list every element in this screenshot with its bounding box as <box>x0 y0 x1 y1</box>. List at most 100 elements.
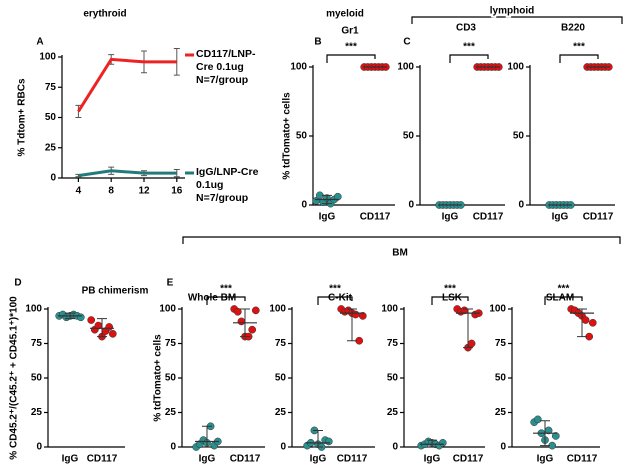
y-tick-label: 25 <box>45 142 57 153</box>
y-tick-label: 50 <box>165 373 177 384</box>
significance-label: *** <box>220 284 232 295</box>
significance-bracket <box>317 296 353 305</box>
significance-bracket <box>449 54 489 63</box>
data-point <box>233 307 242 316</box>
panel-label: E <box>167 278 174 289</box>
chart-title: C-Kit <box>328 293 353 304</box>
y-tick-label: 50 <box>275 373 287 384</box>
data-point <box>324 437 333 446</box>
significance-label: *** <box>558 284 570 295</box>
whisker <box>577 308 587 338</box>
significance-label: *** <box>329 284 341 295</box>
whisker <box>322 194 332 205</box>
significance-bracket <box>431 296 469 305</box>
x-tick-label: IgG <box>62 454 79 465</box>
chart-title: B220 <box>561 23 585 34</box>
data-point <box>333 192 342 201</box>
data-point <box>358 312 367 320</box>
y-tick-label: 75 <box>495 338 507 349</box>
data-point <box>76 313 85 322</box>
y-tick-label: 0 <box>301 200 307 211</box>
data-point <box>105 323 114 331</box>
x-tick-label: 8 <box>108 186 114 197</box>
data-point <box>87 316 96 324</box>
y-tick-label: 0 <box>36 442 42 453</box>
x-tick-label: IgG <box>552 212 569 223</box>
y-tick-label: 25 <box>165 407 177 418</box>
panel-label: B <box>314 37 321 48</box>
significance-bracket <box>559 54 599 63</box>
panel-label: D <box>14 278 21 289</box>
x-tick-label: 16 <box>171 186 183 197</box>
group-bracket <box>411 16 623 24</box>
y-tick-label: 0 <box>280 442 286 453</box>
significance-bracket <box>326 54 376 63</box>
data-point <box>551 432 560 440</box>
significance-label: *** <box>444 284 456 295</box>
x-tick-label: IgG <box>319 212 336 223</box>
x-tick-label: CD117 <box>567 454 598 465</box>
whisker <box>540 420 550 447</box>
y-tick-label: 100 <box>269 304 286 315</box>
y-tick-label: 50 <box>31 373 43 384</box>
y-tick-label: 50 <box>495 373 507 384</box>
whisker <box>347 308 357 342</box>
data-point <box>533 415 542 424</box>
y-tick-label: 100 <box>290 62 307 73</box>
y-tick-label: 75 <box>387 338 399 349</box>
line-series <box>77 57 177 113</box>
significance-label: *** <box>573 42 585 53</box>
data-point <box>588 318 597 327</box>
significance-bracket <box>206 296 246 305</box>
y-axis-label: % tdTomato+ cells <box>282 92 293 180</box>
panel-label: C <box>403 37 410 48</box>
legend-entry: CD117/LNP-Cre 0.1ug N=7/group <box>196 48 256 86</box>
group-label: BM <box>392 248 408 259</box>
x-tick-label: CD117 <box>360 212 391 223</box>
chart-title: PB chimerism <box>82 286 149 297</box>
x-tick-label: IgG <box>424 454 441 465</box>
y-tick-label: 100 <box>25 304 42 315</box>
whisker <box>240 308 250 338</box>
y-tick-label: 100 <box>381 304 398 315</box>
whisker <box>202 425 212 448</box>
legend-entry: IgG/LNP-Cre 0.1ug N=7/group <box>196 166 259 204</box>
significance-bracket <box>544 296 583 305</box>
x-tick-label: IgG <box>199 454 216 465</box>
y-axis-label: % Tdtom+ RBCs <box>17 78 28 157</box>
y-tick-label: 0 <box>500 442 506 453</box>
x-tick-label: CD117 <box>230 454 261 465</box>
data-point <box>351 310 360 319</box>
y-tick-label: 50 <box>403 131 415 142</box>
x-tick-label: 12 <box>138 186 150 197</box>
y-tick-label: 100 <box>39 52 56 63</box>
y-tick-label: 50 <box>513 131 525 142</box>
data-point <box>237 317 246 326</box>
data-point <box>467 339 476 348</box>
group-bracket <box>182 236 621 244</box>
group-label: myeloid <box>326 9 364 20</box>
x-tick-label: 4 <box>76 186 82 197</box>
data-point <box>251 306 260 315</box>
y-tick-label: 100 <box>159 304 176 315</box>
panel-label: A <box>36 37 43 48</box>
whisker <box>313 429 323 448</box>
y-axis-label: % CD45.2⁺/(C45.2⁺ + CD45.1⁺)*100 <box>9 296 20 460</box>
line-series <box>78 169 177 178</box>
x-tick-label: IgG <box>442 212 459 223</box>
y-tick-label: 25 <box>495 407 507 418</box>
y-tick-label: 100 <box>489 304 506 315</box>
x-tick-label: CD117 <box>583 212 614 223</box>
y-tick-label: 75 <box>165 338 177 349</box>
whisker <box>65 312 75 320</box>
y-tick-label: 50 <box>296 131 308 142</box>
whisker <box>97 318 107 338</box>
y-tick-label: 50 <box>387 373 399 384</box>
data-point <box>108 329 117 338</box>
x-tick-label: CD117 <box>453 454 484 465</box>
data-point <box>581 316 590 324</box>
y-tick-label: 25 <box>275 407 287 418</box>
x-tick-label: CD117 <box>87 454 118 465</box>
